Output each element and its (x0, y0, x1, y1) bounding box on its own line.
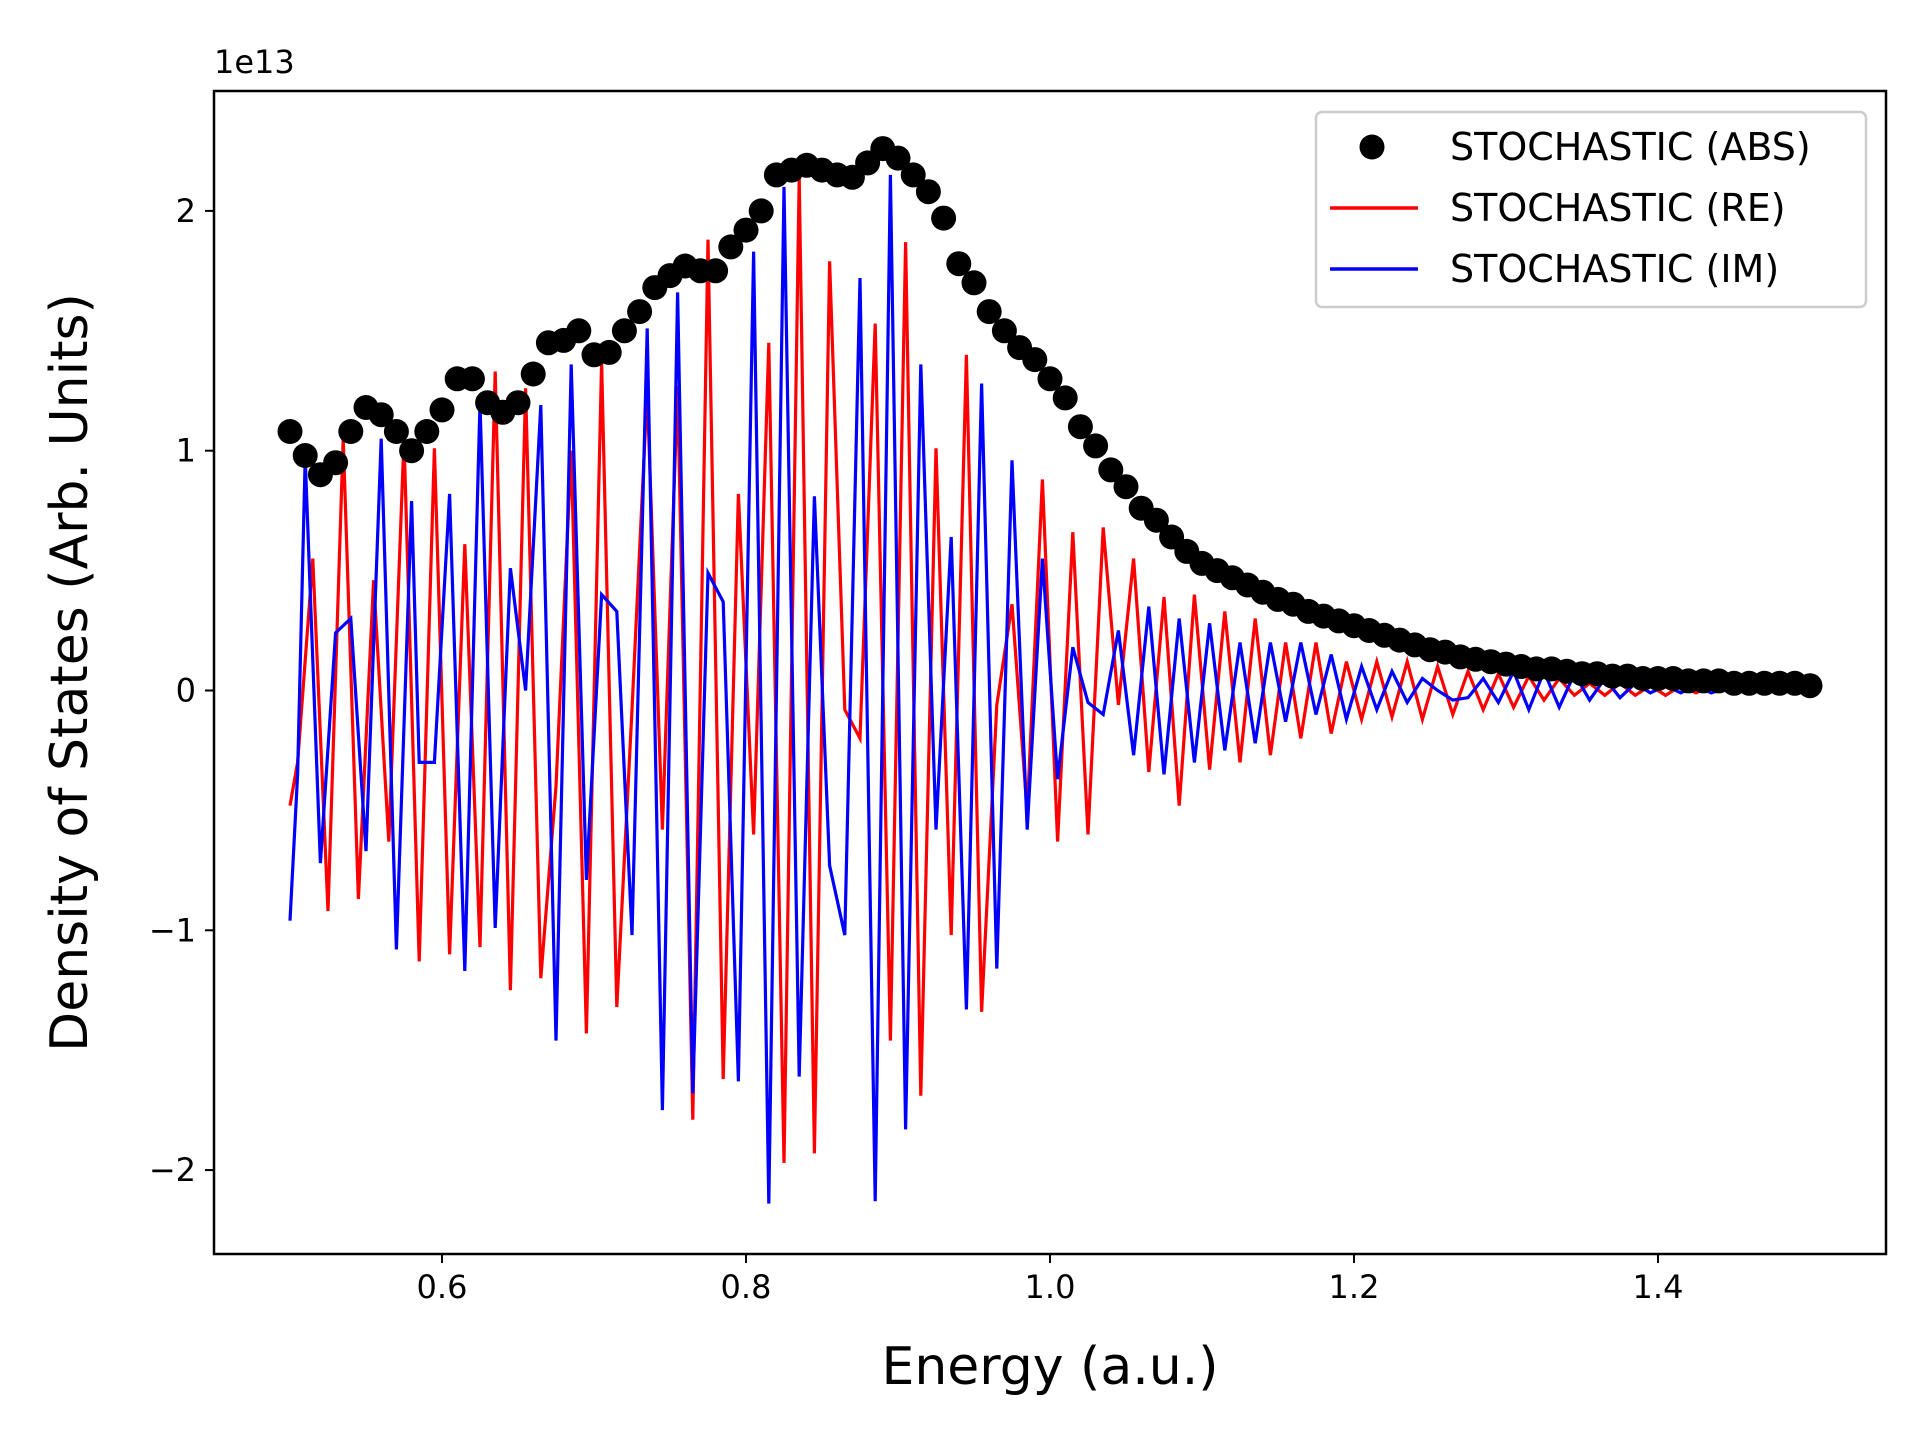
abs-data-point (703, 258, 729, 284)
abs-data-point (459, 366, 485, 392)
x-axis-title: Energy (a.u.) (881, 1337, 1218, 1397)
y-tick-label: −1 (149, 911, 196, 949)
abs-data-point (900, 162, 926, 188)
abs-data-point (733, 217, 759, 243)
y-axis-title: Density of States (Arb. Units) (40, 293, 100, 1052)
abs-data-point (399, 438, 425, 464)
abs-data-point (1143, 507, 1169, 533)
y-tick-label: 0 (176, 671, 196, 709)
abs-data-point (1037, 366, 1063, 392)
legend-marker-stochastic-abs (1359, 134, 1385, 160)
y-tick-label: −2 (149, 1151, 196, 1189)
abs-data-point (596, 339, 622, 365)
legend-label-stochastic-re: STOCHASTIC (RE) (1450, 186, 1786, 230)
abs-data-point (429, 397, 455, 423)
abs-data-point (931, 205, 957, 231)
abs-data-point (885, 145, 911, 171)
abs-data-point (292, 443, 318, 468)
legend: STOCHASTIC (ABS) STOCHASTIC (RE) STOCHASTI… (1314, 110, 1868, 309)
y-offset-label: 1e13 (214, 43, 295, 81)
abs-data-point (1113, 474, 1139, 500)
abs-data-point (414, 419, 440, 444)
legend-label-stochastic-im: STOCHASTIC (IM) (1450, 247, 1779, 291)
abs-data-point (1067, 414, 1093, 440)
x-tick-label: 1.4 (1633, 1268, 1684, 1306)
abs-data-point (1083, 433, 1109, 459)
abs-data-point (946, 251, 972, 277)
y-tick-label: 1 (176, 432, 196, 470)
abs-data-point (627, 299, 653, 325)
legend-label-stochastic-abs: STOCHASTIC (ABS) (1450, 125, 1811, 169)
x-tick-label: 0.6 (417, 1268, 468, 1306)
abs-data-point (976, 299, 1002, 325)
abs-data-point (277, 419, 303, 444)
y-tick-label: 2 (176, 192, 196, 230)
series-markers-abs (277, 136, 1823, 699)
abs-data-point (611, 318, 637, 344)
x-tick-label: 0.8 (721, 1268, 772, 1306)
abs-data-point (368, 402, 394, 428)
legend-box (1314, 110, 1868, 309)
abs-data-point (566, 318, 592, 344)
x-tick-label: 1.2 (1329, 1268, 1380, 1306)
series-line-stochastic-im (288, 174, 1811, 1204)
abs-data-point (718, 234, 744, 260)
abs-data-point (991, 318, 1017, 344)
abs-data-point (323, 450, 349, 476)
abs-data-point (1052, 385, 1078, 411)
x-tick-label: 1.0 (1025, 1268, 1076, 1306)
abs-data-point (338, 419, 364, 444)
abs-data-point (1098, 457, 1124, 483)
abs-data-point (520, 361, 546, 387)
abs-data-point (1022, 347, 1048, 373)
abs-data-point (505, 390, 531, 416)
abs-data-point (748, 198, 774, 224)
abs-data-point (383, 419, 409, 444)
abs-data-point (1797, 673, 1823, 699)
abs-data-point (961, 270, 987, 296)
abs-data-point (915, 179, 941, 205)
